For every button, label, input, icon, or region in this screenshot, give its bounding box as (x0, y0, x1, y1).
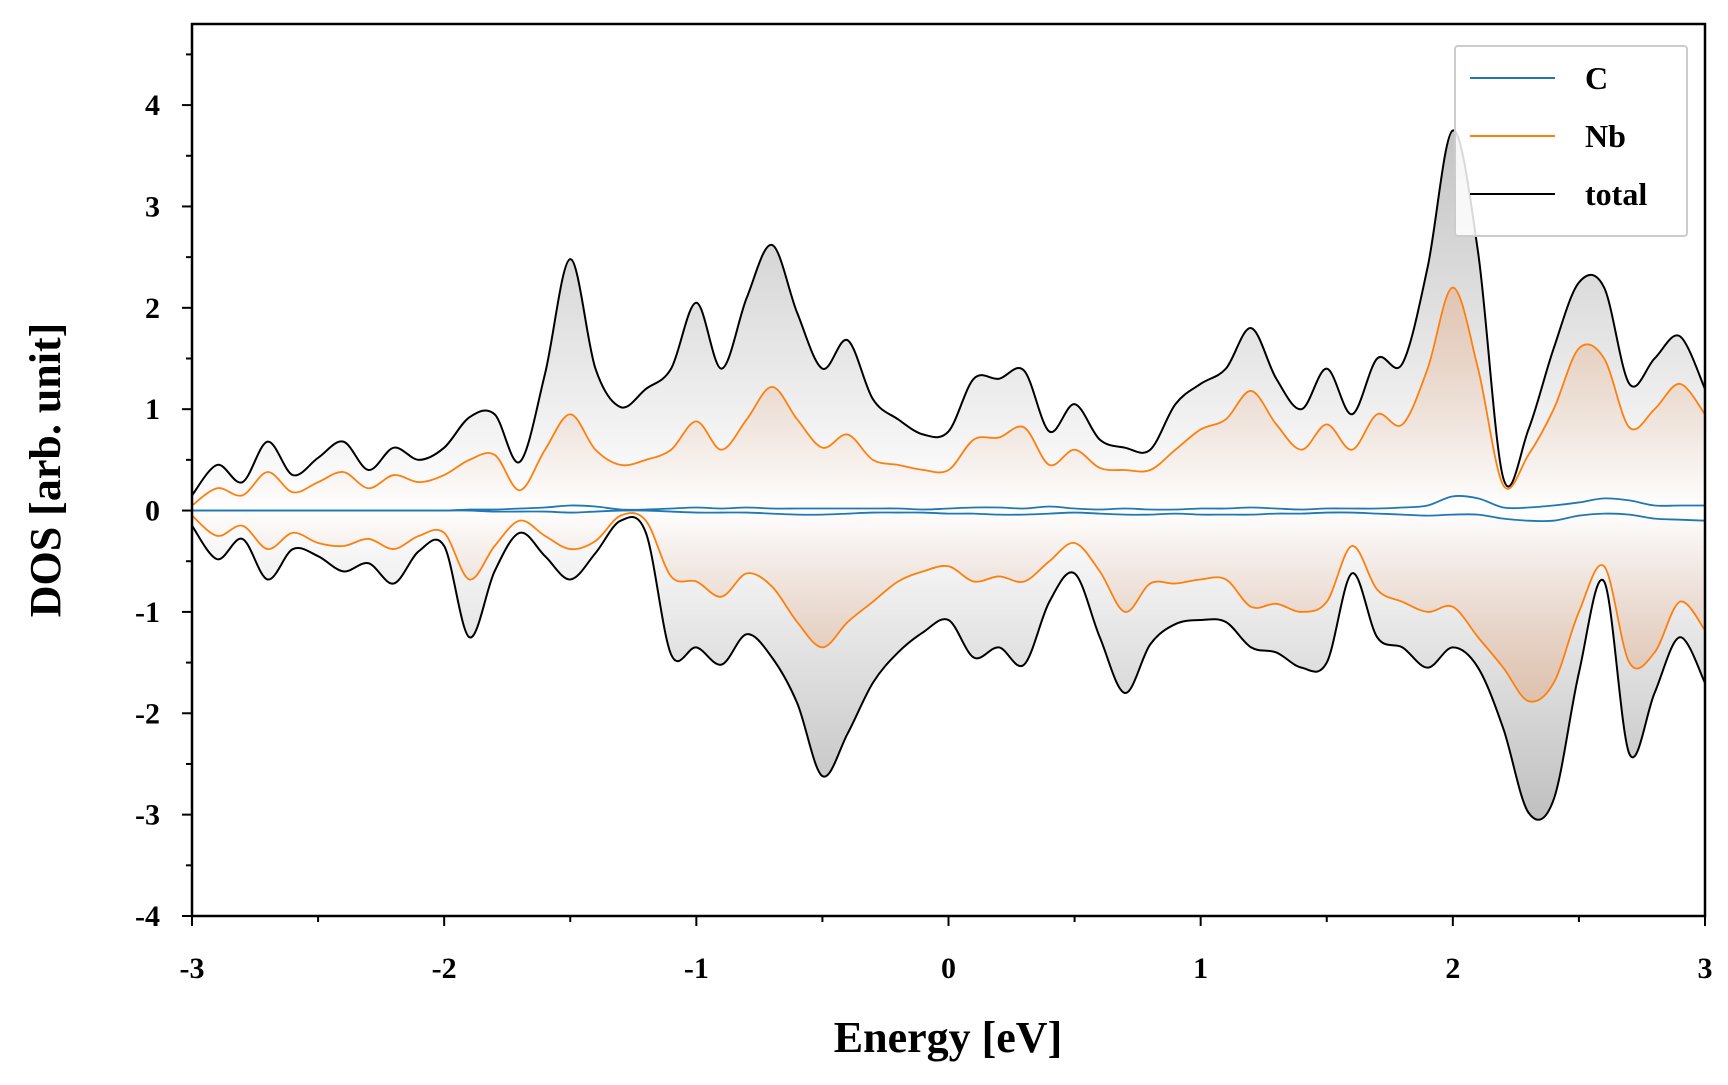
y-tick-label: 2 (145, 292, 160, 325)
x-tick-label: 2 (1445, 952, 1460, 985)
series-nb-spin-down-line (192, 512, 1705, 703)
series-nb-spin-down-fill (192, 510, 1705, 702)
x-tick-label: 1 (1193, 952, 1208, 985)
y-tick-label: 0 (145, 495, 160, 528)
x-axis: -3 -2 -1 0 1 2 3 (180, 916, 1713, 985)
x-axis-label: Energy [eV] (834, 1013, 1063, 1062)
series-nb-spin-up-fill (192, 287, 1705, 511)
legend: C Nb total (1454, 45, 1688, 237)
y-tick-label: 4 (145, 89, 160, 122)
x-tick-label: 0 (941, 952, 956, 985)
series-total-spin-up-line (192, 129, 1705, 496)
x-tick-label: -2 (432, 952, 457, 985)
y-tick-label: 1 (145, 393, 160, 426)
x-tick-label: -1 (684, 952, 709, 985)
x-tick-label: 3 (1698, 952, 1713, 985)
series-c-spin-down-line (192, 509, 1705, 523)
legend-label-nb: Nb (1585, 118, 1626, 154)
legend-box (1454, 45, 1688, 237)
legend-label-c: C (1585, 60, 1608, 96)
y-tick-label: -3 (135, 799, 160, 832)
series-nb-spin-up-line (192, 286, 1705, 507)
y-tick-label: -4 (135, 900, 160, 933)
y-axis-label: DOS [arb. unit] (21, 323, 70, 618)
y-axis: -4 -3 -2 -1 0 1 2 3 4 (135, 53, 192, 933)
legend-label-total: total (1585, 176, 1647, 212)
x-tick-label: -3 (180, 952, 205, 985)
y-tick-label: -2 (135, 697, 160, 730)
y-tick-label: -1 (135, 596, 160, 629)
y-tick-label: 3 (145, 190, 160, 223)
series-total-spin-down-line (192, 516, 1705, 821)
